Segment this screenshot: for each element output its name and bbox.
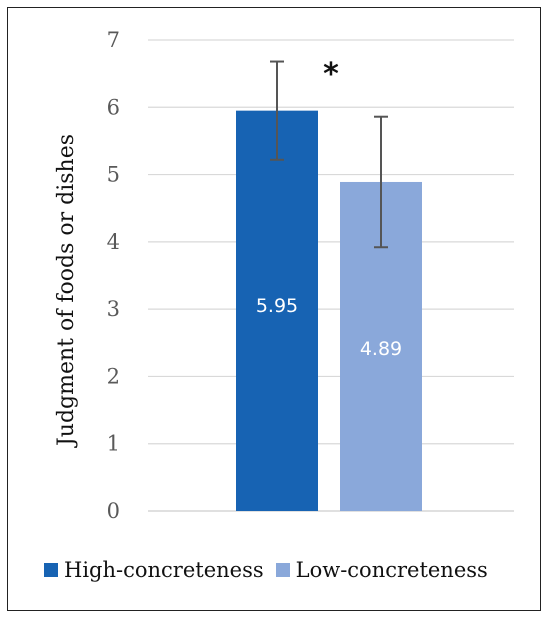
gridlines — [148, 39, 514, 512]
y-axis-ticks: 0 1 2 3 4 5 6 7 — [107, 28, 120, 523]
legend-label-low: Low-concreteness — [295, 558, 488, 582]
y-tick-3: 3 — [107, 297, 120, 321]
y-tick-5: 5 — [107, 163, 120, 187]
y-tick-2: 2 — [107, 364, 120, 388]
error-bar-high — [270, 60, 284, 161]
data-label-high: 5.95 — [256, 295, 298, 317]
data-labels: 5.95 4.89 — [256, 295, 402, 360]
y-tick-1: 1 — [107, 432, 120, 456]
legend-item-high: High-concreteness — [44, 558, 264, 582]
y-tick-0: 0 — [107, 499, 120, 523]
legend-label-high: High-concreteness — [64, 558, 264, 582]
bar-high-concreteness — [236, 110, 318, 512]
y-tick-7: 7 — [107, 28, 120, 52]
error-bar-low — [374, 115, 388, 249]
y-tick-4: 4 — [107, 230, 120, 254]
legend: High-concreteness Low-concreteness — [44, 556, 500, 584]
legend-item-low: Low-concreteness — [275, 558, 488, 582]
significance-marker: * — [323, 57, 339, 92]
error-bars — [270, 60, 388, 249]
y-axis-label: Judgment of foods or dishes — [54, 134, 79, 448]
legend-swatch-low — [275, 563, 290, 577]
data-label-low: 4.89 — [360, 338, 402, 360]
legend-swatch-high — [44, 563, 58, 577]
y-tick-6: 6 — [107, 95, 120, 119]
